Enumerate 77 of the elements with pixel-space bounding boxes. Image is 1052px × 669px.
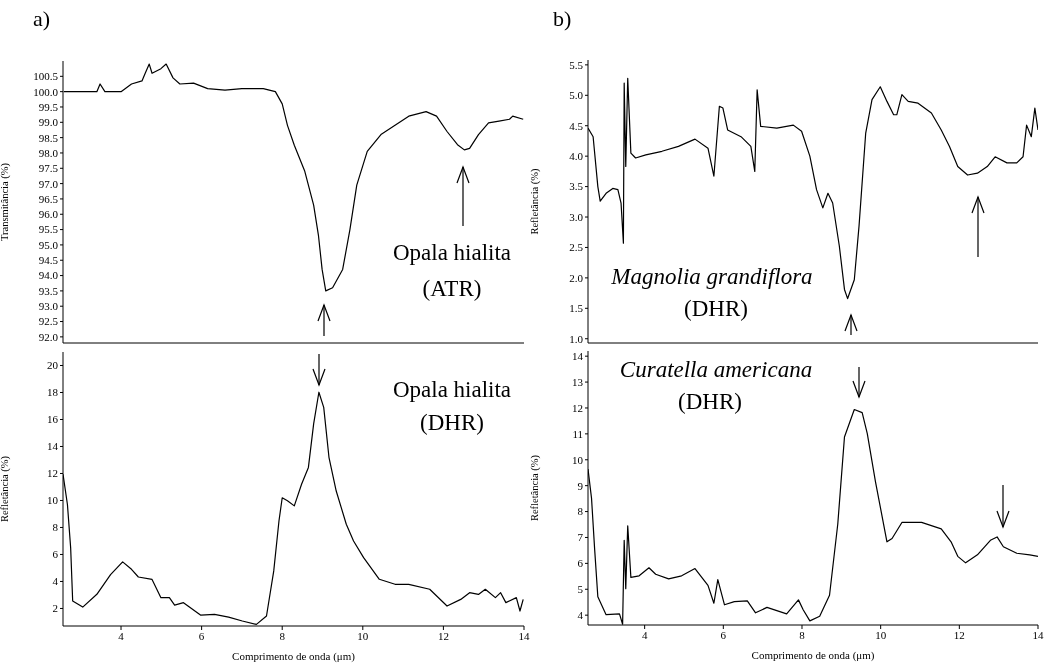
annotation: (ATR): [422, 276, 482, 301]
annotation: Opala hialita: [392, 377, 512, 402]
y-tick-label: 92.0: [38, 330, 59, 343]
y-tick-label: 2.5: [569, 241, 584, 254]
y-tick-label: 9: [577, 479, 584, 492]
x-tick-label: 6: [198, 629, 205, 642]
y-tick-label: 20: [47, 359, 59, 372]
x-tick-label: 12: [953, 628, 965, 641]
y-tick-label: 96.5: [38, 192, 59, 205]
y-tick-label: 4.0: [569, 150, 584, 163]
y-tick-label: 3.5: [569, 180, 584, 193]
y-tick-label: 92.5: [38, 315, 59, 328]
y-tick-label: 14: [572, 350, 584, 363]
annotation: Opala hialita: [392, 240, 512, 265]
y-tick-label: 11: [572, 427, 583, 440]
y-tick-label: 94.0: [38, 269, 59, 282]
x-tick-label: 8: [279, 629, 286, 642]
x-tick-label: 8: [799, 628, 806, 641]
x-tick-label: 10: [357, 629, 369, 642]
y-tick-label: 12: [47, 467, 58, 480]
y-tick-label: 12: [572, 401, 583, 414]
chart-title: b): [553, 6, 572, 32]
y-tick-label: 8: [577, 505, 584, 518]
y-tick-label: 3.0: [569, 210, 584, 223]
y-tick-label: 96.0: [38, 208, 59, 221]
x-axis-title: Comprimento de onda (μm): [751, 649, 875, 662]
x-axis-title: Comprimento de onda (μm): [232, 650, 356, 663]
y-tick-label: 98.5: [38, 131, 59, 144]
y-tick-label: 14: [47, 440, 59, 453]
y-tick-label: 95.0: [38, 238, 59, 251]
chart-title: a): [33, 6, 51, 32]
x-tick-label: 4: [641, 628, 648, 641]
y-tick-label: 4.5: [569, 119, 584, 132]
y-tick-label: 4: [52, 575, 59, 588]
y-tick-label: 98.0: [38, 146, 59, 159]
x-tick-label: 12: [437, 629, 449, 642]
annotation: Curatella americana: [619, 357, 813, 382]
x-tick-label: 6: [720, 628, 727, 641]
y-tick-label: 10: [47, 494, 59, 507]
y-tick-label: 6: [577, 557, 584, 570]
y-tick-label: 6: [52, 548, 59, 561]
y-tick-label: 18: [47, 386, 59, 399]
y-tick-label: 100.5: [33, 70, 59, 83]
y-tick-label: 7: [577, 531, 584, 544]
annotation: (DHR): [678, 389, 742, 414]
y-tick-label: 16: [47, 413, 59, 426]
annotation: Magnolia grandiflora: [611, 264, 813, 289]
y-axis-title: Refletância (%): [528, 167, 541, 235]
annotation: (DHR): [684, 296, 748, 321]
x-tick-label: 14: [1032, 628, 1044, 641]
annotation: (DHR): [420, 410, 484, 435]
y-tick-label: 99.5: [38, 100, 59, 113]
y-axis-title: Refletância (%): [0, 455, 11, 523]
y-tick-label: 1.5: [569, 302, 584, 315]
x-tick-label: 14: [518, 629, 530, 642]
y-tick-label: 2: [52, 602, 58, 615]
x-tick-label: 4: [118, 629, 125, 642]
y-tick-label: 10: [572, 453, 584, 466]
y-tick-label: 95.5: [38, 223, 59, 236]
y-tick-label: 4: [577, 609, 584, 622]
y-tick-label: 100.0: [33, 85, 59, 98]
y-axis-title: Refletância (%): [528, 454, 541, 522]
y-tick-label: 13: [572, 375, 584, 388]
y-tick-label: 93.0: [38, 300, 59, 313]
y-tick-label: 97.5: [38, 162, 59, 175]
y-tick-label: 99.0: [38, 116, 59, 129]
y-tick-label: 94.5: [38, 254, 59, 267]
y-tick-label: 2.0: [569, 271, 584, 284]
y-tick-label: 5.0: [569, 89, 584, 102]
y-tick-label: 93.5: [38, 284, 59, 297]
y-tick-label: 5: [577, 583, 584, 596]
x-tick-label: 10: [875, 628, 887, 641]
y-tick-label: 1.0: [569, 332, 584, 345]
y-axis-title: Transmitância (%): [0, 162, 11, 242]
y-tick-label: 8: [52, 521, 59, 534]
y-tick-label: 5.5: [569, 58, 584, 71]
y-tick-label: 97.0: [38, 177, 59, 190]
